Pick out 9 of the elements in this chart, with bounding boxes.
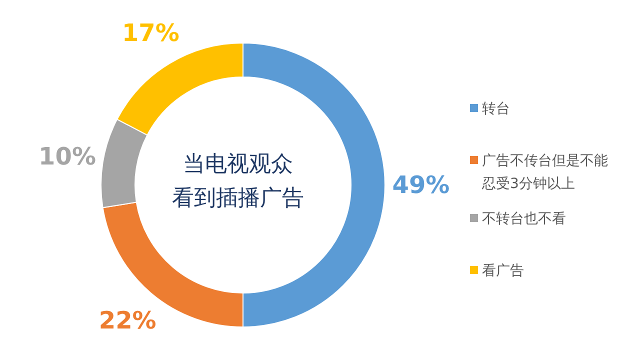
text: 当电视观众看到插播广告 bbox=[171, 151, 305, 213]
legend-label: 不转台也不看 bbox=[482, 210, 567, 229]
legend-label: 广告不传台但是不能忍受3分钟以上 bbox=[482, 152, 609, 194]
legend-label: 看广告 bbox=[482, 262, 525, 281]
data-label: 17% bbox=[122, 18, 180, 47]
data-label: 10% bbox=[38, 142, 96, 171]
data-label: 22% bbox=[98, 306, 156, 335]
legend-label: 转台 bbox=[482, 100, 511, 119]
data-label: 49% bbox=[392, 171, 450, 199]
